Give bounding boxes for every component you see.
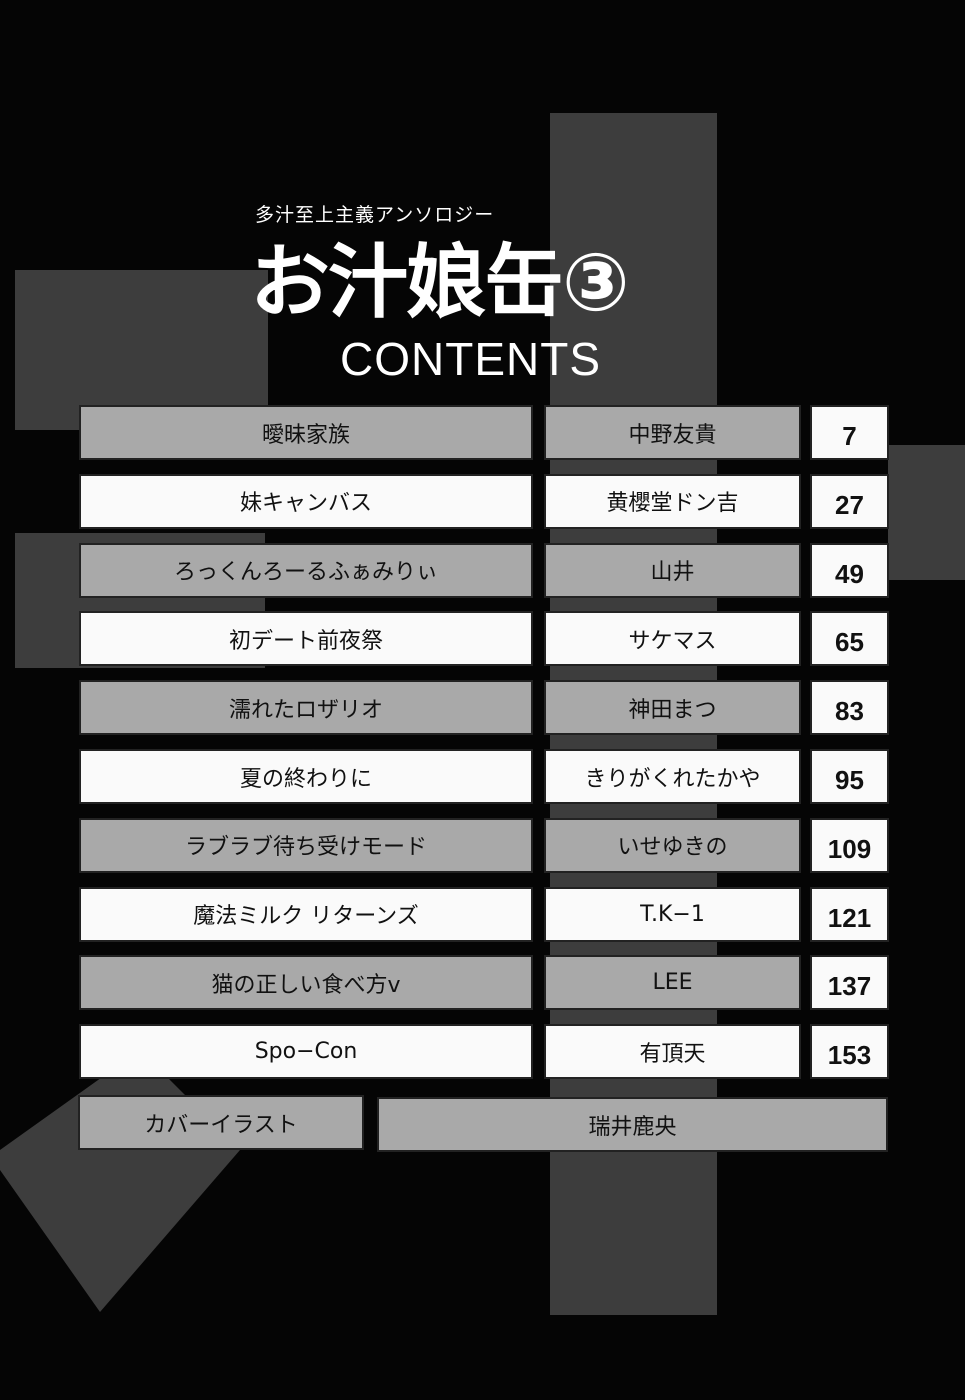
entry-title: 濡れたロザリオ xyxy=(79,680,533,736)
entry-author: サケマス xyxy=(544,611,801,667)
subtitle: 多汁至上主義アンソロジー xyxy=(255,204,495,226)
entry-page: 137 xyxy=(810,955,889,1011)
entry-page: 153 xyxy=(810,1024,889,1080)
entry-title: ラブラブ待ち受けモード xyxy=(79,817,533,873)
cover-artist: 瑞井鹿央 xyxy=(377,1097,888,1152)
background-shape xyxy=(888,445,965,580)
entry-author: 黄櫻堂ドン吉 xyxy=(544,473,801,529)
page-title: お汁娘缶③ xyxy=(250,236,630,329)
entry-title: Spo−Con xyxy=(79,1024,533,1080)
entry-author: きりがくれたかや xyxy=(544,749,801,804)
contents-heading: CONTENTS xyxy=(340,333,601,385)
background-shape xyxy=(15,270,268,430)
entry-title: 妹キャンバス xyxy=(79,473,533,529)
entry-author: 中野友貴 xyxy=(544,405,801,460)
entry-author: いせゆきの xyxy=(544,817,801,873)
entry-page: 83 xyxy=(810,680,889,736)
cover-label: カバーイラスト xyxy=(78,1095,364,1150)
entry-page: 65 xyxy=(810,611,889,667)
entry-title: 魔法ミルク リターンズ xyxy=(79,886,533,942)
entry-page: 109 xyxy=(810,817,889,873)
entry-page: 27 xyxy=(810,473,889,529)
entry-author: 山井 xyxy=(544,542,801,598)
entry-page: 49 xyxy=(810,542,889,598)
entry-title: ろっくんろーるふぁみりぃ xyxy=(79,542,533,598)
entry-title: 夏の終わりに xyxy=(79,749,533,804)
entry-title: 猫の正しい食べ方v xyxy=(79,955,533,1011)
entry-page: 121 xyxy=(810,886,889,942)
entry-author: 神田まつ xyxy=(544,680,801,736)
entry-title: 曖昧家族 xyxy=(79,405,533,460)
entry-author: T.K−1 xyxy=(544,886,801,942)
entry-author: LEE xyxy=(544,955,801,1011)
entry-title: 初デート前夜祭 xyxy=(79,611,533,667)
entry-author: 有頂天 xyxy=(544,1024,801,1080)
entry-page: 7 xyxy=(810,405,889,460)
entry-page: 95 xyxy=(810,749,889,804)
